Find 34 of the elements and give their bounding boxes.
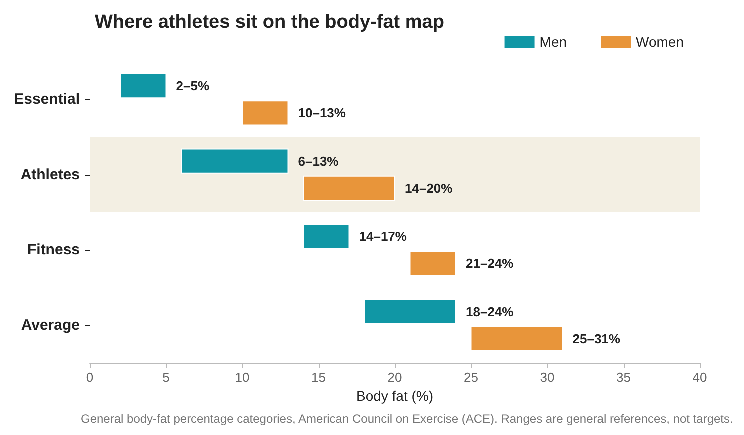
x-tick-label: 30 [540,370,555,385]
bar [303,176,396,201]
bar [470,326,564,352]
bar [303,224,350,250]
x-axis-title: Body fat (%) [356,388,434,404]
annotation: 18–24% [466,304,514,320]
legend-label: Men [540,34,568,50]
x-tick-label: 35 [616,370,631,385]
annotation: 14–17% [359,229,408,244]
x-tick-label: 10 [235,370,250,385]
x-tick-label: 0 [86,370,94,385]
bar [364,299,456,324]
annotation: 10–13% [298,106,346,121]
y-tick-label: Athletes [20,166,80,184]
bar [242,100,289,126]
bar [181,148,289,174]
x-tick-label: 5 [162,370,170,385]
annotation: 21–24% [466,256,514,272]
annotation: 25–31% [572,331,621,346]
x-tick-label: 15 [312,370,326,385]
annotation: 2–5% [176,78,210,94]
annotation: 14–20% [405,180,454,196]
bar [120,74,167,99]
x-tick-label: 25 [464,370,478,385]
y-tick-label: Fitness [27,242,80,259]
x-tick-label: 20 [388,370,402,385]
y-tick-label: Average [21,316,80,334]
chart-title: Where athletes sit on the body-fat map [95,12,444,33]
x-tick-label: 40 [692,370,708,385]
bar [410,251,456,276]
text: General body-fat percentage categories, American Council on Exercise (ACE). Ranges are general references, not targets. [80,412,734,426]
annotation: 6–13% [298,154,340,169]
y-tick-label: Essential [14,91,80,108]
legend-label: Women [636,34,684,50]
